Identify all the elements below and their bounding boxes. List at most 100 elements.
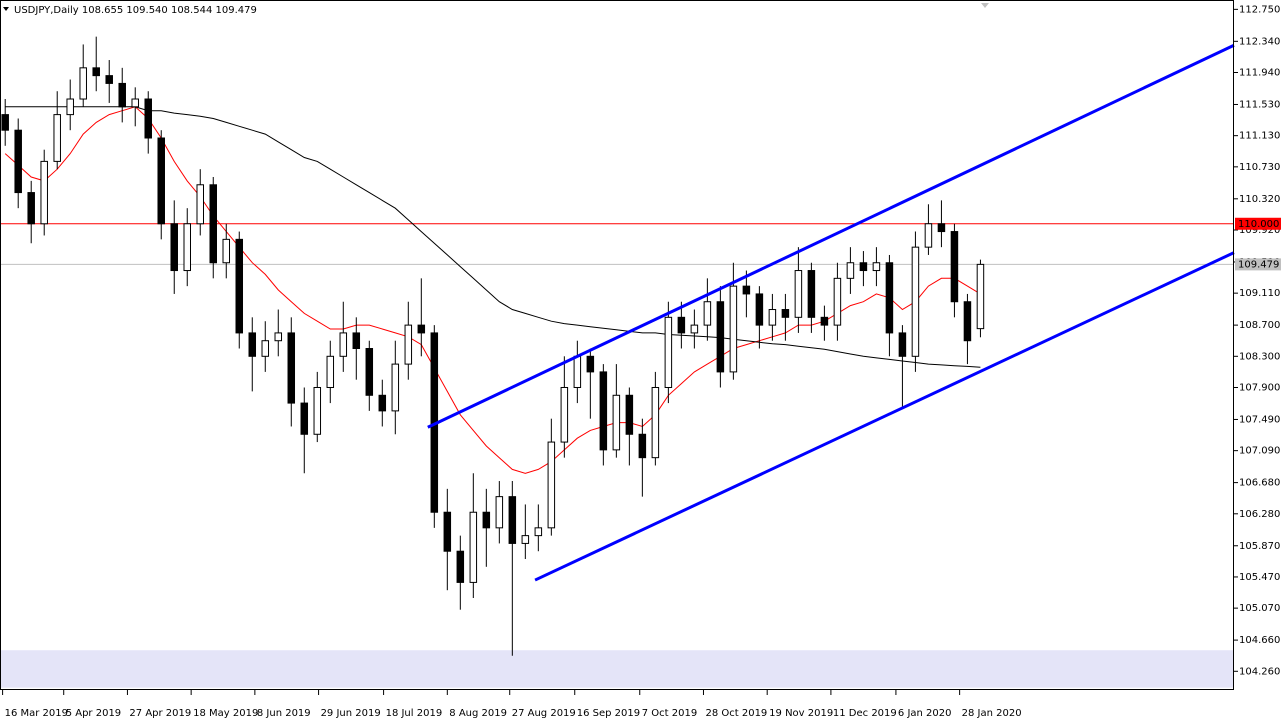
y-tick-label: 107.490 xyxy=(1239,414,1280,425)
candle-body xyxy=(911,246,920,357)
candle-body xyxy=(131,98,139,108)
level-line-label: 110.000 xyxy=(1238,219,1279,230)
candle-body xyxy=(768,309,777,326)
x-tick-label: 29 Jun 2019 xyxy=(321,708,381,719)
y-tick-label: 104.660 xyxy=(1239,635,1280,646)
candle-body xyxy=(547,441,556,529)
candle-body xyxy=(235,238,244,334)
x-tick-label: 8 Jun 2019 xyxy=(257,708,311,719)
x-tick-label: 27 Aug 2019 xyxy=(512,708,576,719)
candle-body xyxy=(612,394,621,451)
candle-body xyxy=(924,223,933,248)
candle-body xyxy=(625,394,634,435)
candle-body xyxy=(742,285,751,295)
y-tick-label: 106.680 xyxy=(1239,478,1280,489)
y-tick-label: 108.300 xyxy=(1239,351,1280,362)
candle-body xyxy=(872,262,881,272)
candle-body xyxy=(209,184,218,264)
moving-average xyxy=(5,106,981,368)
candle-body xyxy=(105,75,113,84)
plot-area xyxy=(0,36,1235,688)
candle-body xyxy=(807,270,816,318)
trend-channel xyxy=(534,251,1235,582)
candle-body xyxy=(898,332,907,357)
candle-body xyxy=(222,238,231,264)
candle-body xyxy=(508,496,517,544)
candle-body xyxy=(313,386,322,435)
y-tick-label: 105.070 xyxy=(1239,603,1280,614)
candle-body xyxy=(183,223,191,272)
candle-body xyxy=(352,332,361,350)
candle-body xyxy=(703,301,712,326)
candle-body xyxy=(781,309,790,318)
candle-body xyxy=(690,324,699,334)
candle-body xyxy=(339,332,348,357)
y-tick-label: 105.470 xyxy=(1239,572,1280,583)
candle-body xyxy=(261,340,270,357)
candle-body xyxy=(79,67,87,100)
candle-body xyxy=(287,332,296,404)
x-tick-label: 7 Oct 2019 xyxy=(642,708,697,719)
plot-frame xyxy=(0,0,1234,690)
candle-body xyxy=(456,550,465,583)
candle-body xyxy=(534,527,543,537)
y-tick-label: 112.750 xyxy=(1239,4,1280,15)
candle-body xyxy=(469,511,478,583)
candle-body xyxy=(664,316,673,388)
candle-body xyxy=(300,402,309,435)
level-line-badge xyxy=(1235,217,1281,230)
candle-body xyxy=(53,114,61,162)
price-line-label: 109.479 xyxy=(1238,259,1279,270)
candle-body xyxy=(833,277,842,326)
candle-body xyxy=(14,129,22,194)
candle-body xyxy=(638,433,647,459)
candle-body xyxy=(443,511,452,552)
candle-body xyxy=(404,324,413,365)
x-tick-label: 11 Dec 2019 xyxy=(833,708,897,719)
candle-body xyxy=(92,67,100,77)
y-tick-label: 111.940 xyxy=(1239,68,1280,79)
candle-body xyxy=(66,98,74,116)
x-tick-label: 28 Oct 2019 xyxy=(705,708,767,719)
candle-body xyxy=(976,263,985,330)
x-tick-label: 16 Mar 2019 xyxy=(5,708,68,719)
shift-marker xyxy=(981,3,989,8)
y-tick-label: 110.320 xyxy=(1239,194,1280,205)
candle-body xyxy=(196,184,204,225)
candle-body xyxy=(560,386,569,443)
candle-body xyxy=(391,363,400,412)
x-tick-label: 8 Aug 2019 xyxy=(449,708,507,719)
price-line-badge xyxy=(1235,258,1281,271)
candle-body xyxy=(118,82,126,108)
x-tick-label: 19 Nov 2019 xyxy=(769,708,833,719)
candle-body xyxy=(157,137,165,225)
candle-body xyxy=(716,301,725,373)
candle-body xyxy=(859,262,868,272)
x-tick-label: 6 Jan 2020 xyxy=(898,708,952,719)
x-tick-label: 5 Apr 2019 xyxy=(66,708,121,719)
y-tick-label: 105.870 xyxy=(1239,541,1280,552)
y-tick-label: 108.700 xyxy=(1239,320,1280,331)
candle-body xyxy=(599,371,608,451)
x-tick-label: 27 Apr 2019 xyxy=(129,708,191,719)
y-tick-label: 110.730 xyxy=(1239,162,1280,173)
candle-body xyxy=(521,535,530,544)
candle-body xyxy=(950,231,959,303)
candle-body xyxy=(495,496,504,529)
candle-body xyxy=(378,394,387,412)
y-tick-label: 107.900 xyxy=(1239,382,1280,393)
candle-body xyxy=(365,348,374,396)
y-tick-label: 104.260 xyxy=(1239,666,1280,677)
candle-body xyxy=(170,223,178,272)
menu-arrow xyxy=(3,7,9,11)
x-tick-label: 18 Jul 2019 xyxy=(386,708,443,719)
y-tick-label: 109.110 xyxy=(1239,288,1280,299)
support-zone xyxy=(1,650,1233,688)
candle-body xyxy=(846,262,855,279)
y-tick-label: 111.530 xyxy=(1239,99,1280,110)
y-tick-label: 111.130 xyxy=(1239,131,1280,142)
candle-body xyxy=(755,293,764,326)
